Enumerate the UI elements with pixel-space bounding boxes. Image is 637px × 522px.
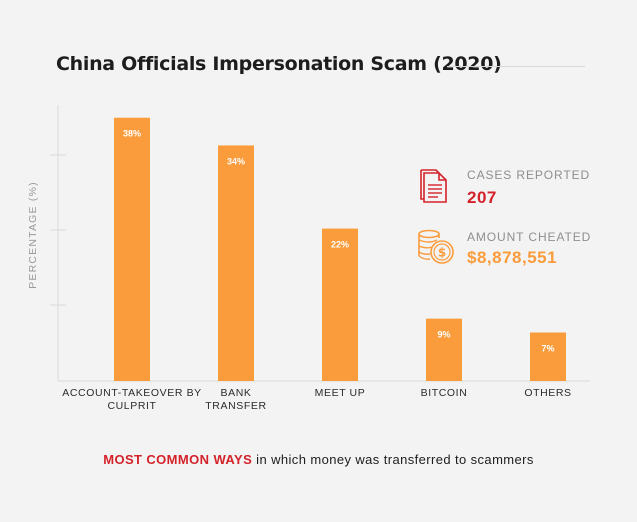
chart-title: China Officials Impersonation Scam (2020… (56, 53, 502, 75)
bar-5 (530, 332, 566, 381)
bar-1 (114, 117, 150, 381)
x-tick-label-3: MEET UP (315, 387, 366, 399)
caption-text: in which money was transferred to scamme… (252, 452, 534, 467)
amount-cheated-label: AMOUNT CHEATED (467, 230, 592, 244)
cases-reported-value: 207 (467, 188, 497, 207)
bar-value-label-2: 34% (227, 156, 245, 166)
x-tick-label-5: OTHERS (524, 387, 571, 399)
x-tick-label-4: BITCOIN (421, 387, 468, 399)
x-tick-label-1-line-2: CULPRIT (107, 400, 156, 412)
cases-reported-label: CASES REPORTED (467, 168, 591, 182)
bar-value-label-3: 22% (331, 240, 349, 250)
svg-text:$: $ (438, 246, 446, 260)
x-tick-label-2-line-2: TRANSFER (205, 400, 266, 412)
bar-value-label-5: 7% (541, 344, 554, 354)
caption-highlight: MOST COMMON WAYS (103, 452, 253, 467)
chart-caption: MOST COMMON WAYS in which money was tran… (0, 452, 637, 467)
bar-4 (426, 318, 462, 381)
stats-panel: CASES REPORTED 207 $ AMOUNT CHEATED $8,8… (416, 166, 626, 276)
bar-value-label-4: 9% (437, 330, 450, 340)
x-tick-label-1: ACCOUNT-TAKEOVER BY (62, 387, 202, 399)
coins-icon: $ (418, 229, 454, 264)
x-tick-label-2: BANK (221, 387, 252, 399)
bar-value-label-1: 38% (123, 129, 141, 139)
title-divider (447, 66, 585, 67)
bar-3 (322, 228, 358, 381)
amount-cheated-value: $8,878,551 (467, 248, 558, 267)
bar-2 (218, 145, 254, 381)
document-icon (420, 169, 447, 203)
